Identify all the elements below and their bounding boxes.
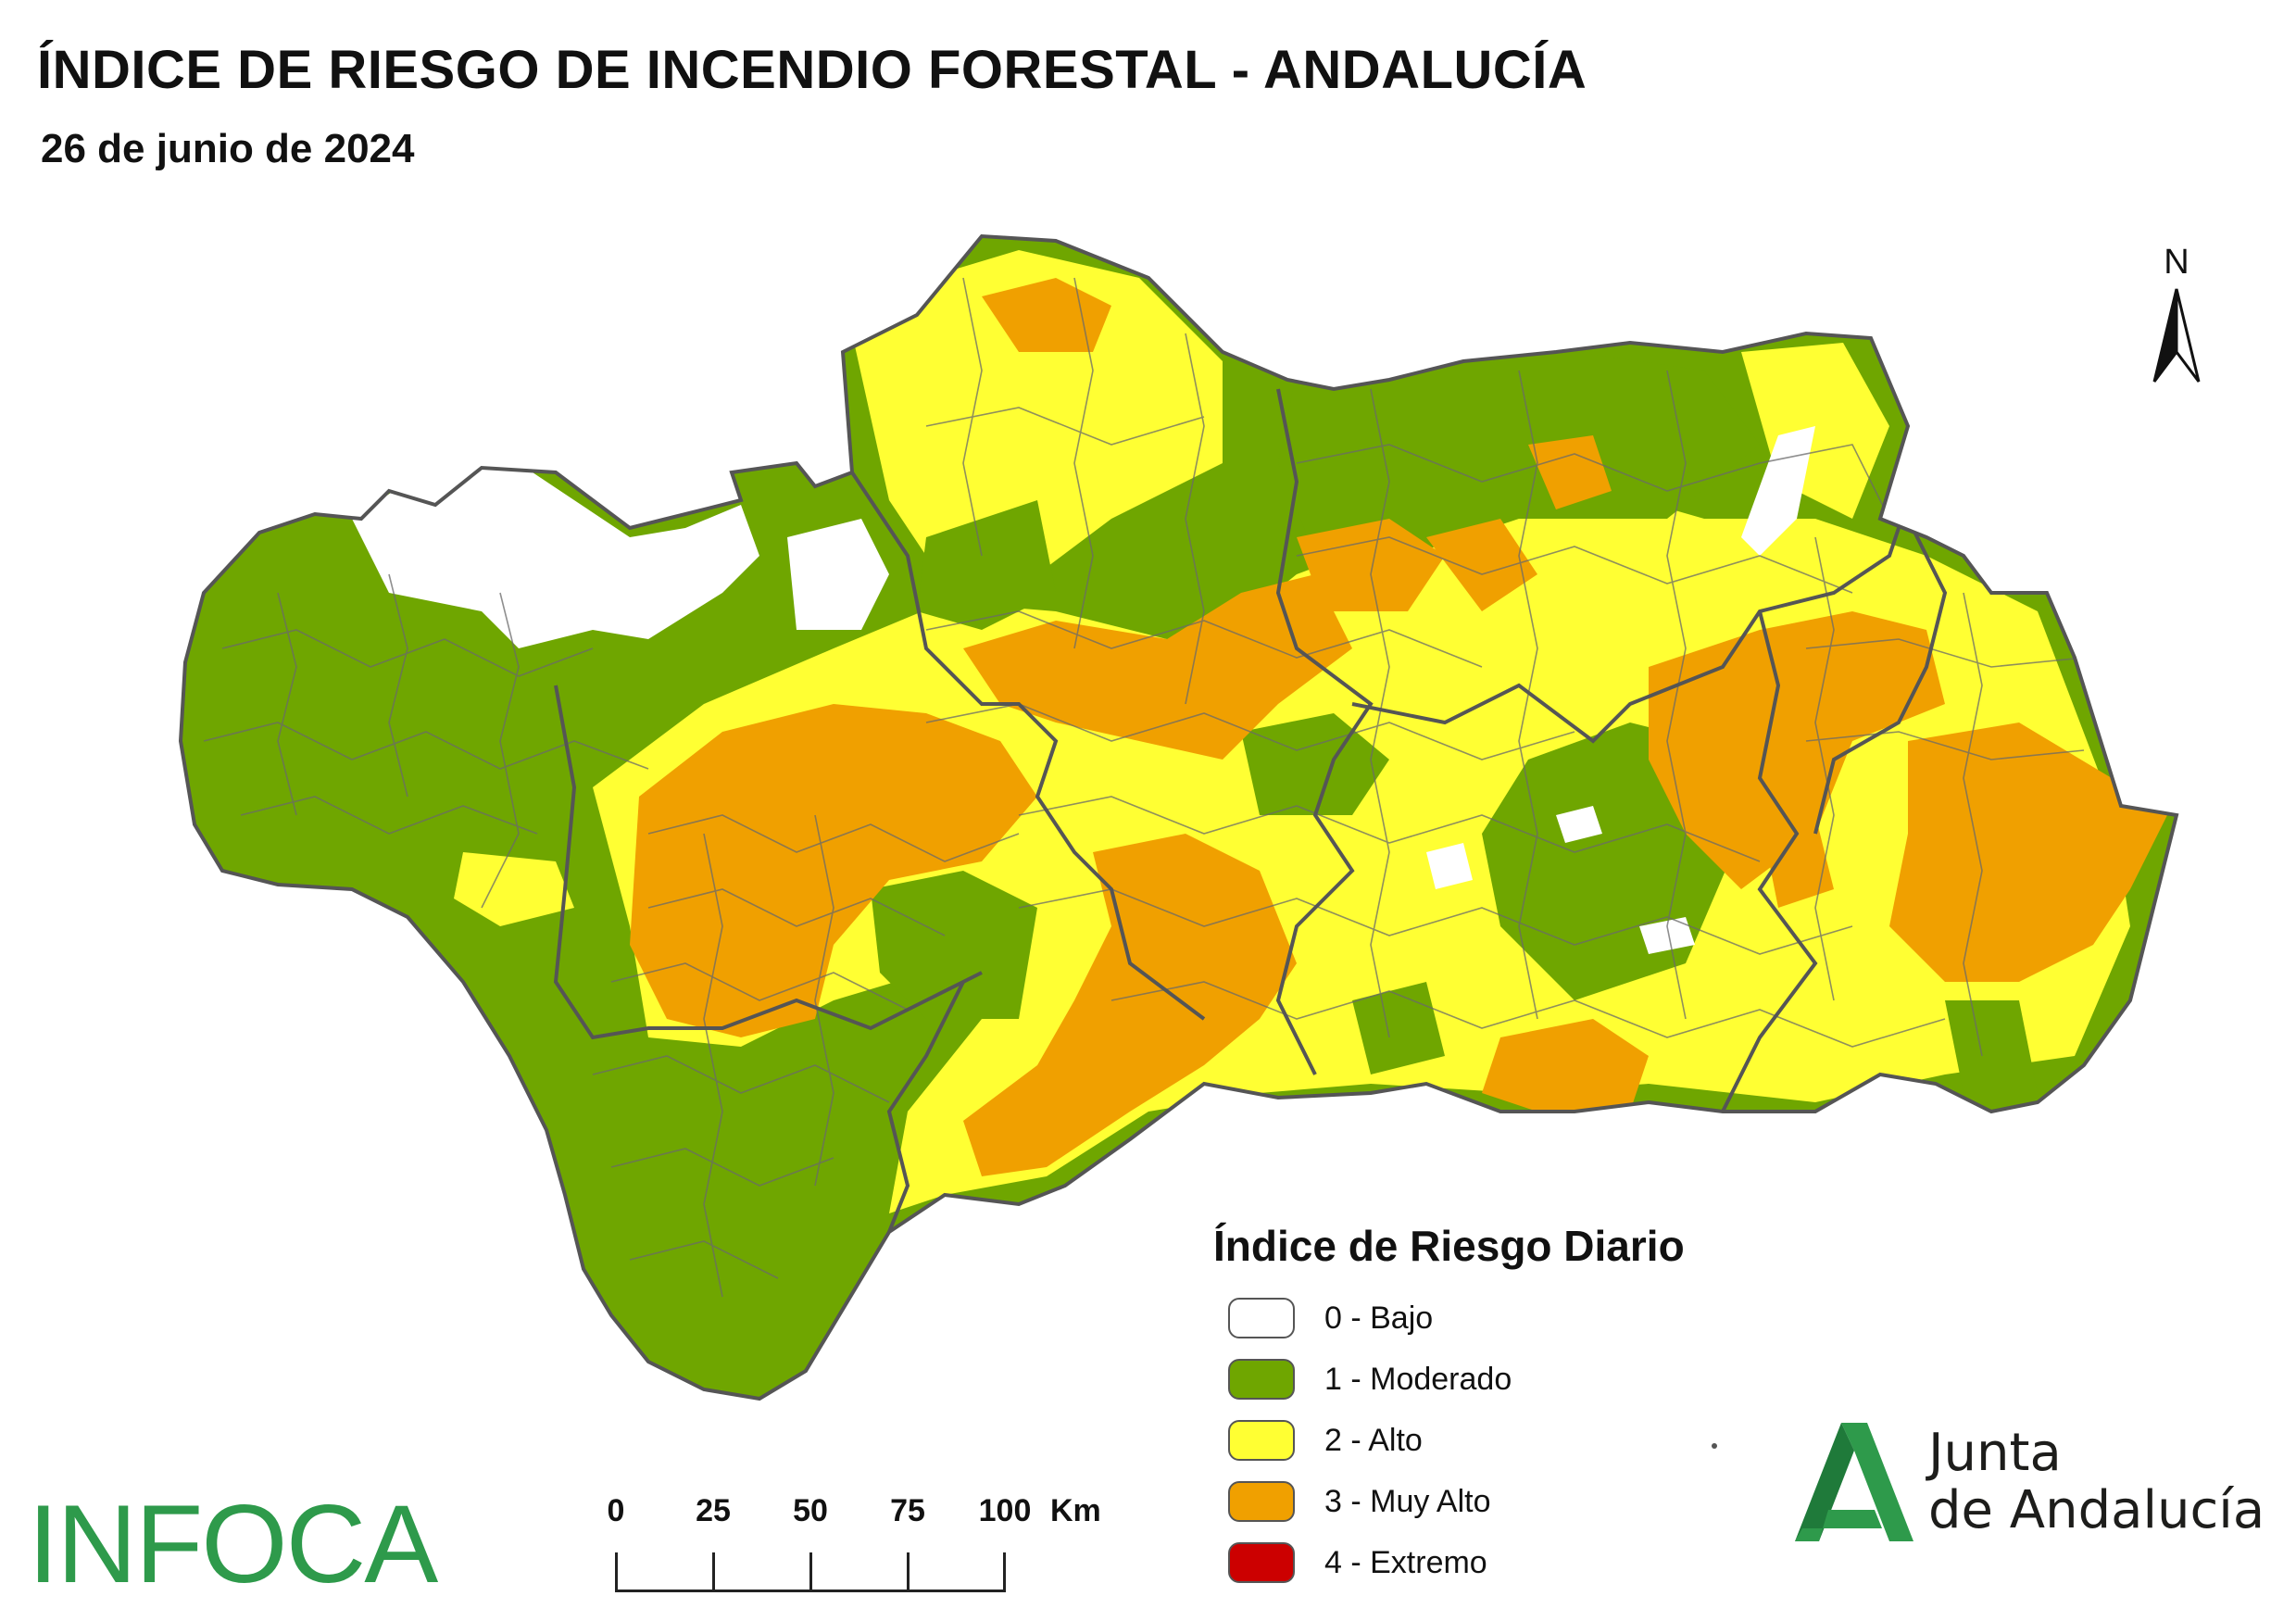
legend-item-muy-alto: 3 - Muy Alto: [1228, 1471, 1880, 1532]
legend-label: 4 - Extremo: [1324, 1544, 1487, 1580]
legend-swatch: [1228, 1481, 1295, 1522]
scale-bar: 0 25 50 75 100 Km: [593, 1493, 1148, 1604]
scale-tick: [1003, 1552, 1006, 1592]
legend-label: 2 - Alto: [1324, 1422, 1423, 1458]
scale-label: 100: [978, 1493, 1032, 1528]
junta-line1: Junta: [1928, 1423, 2062, 1483]
north-label: N: [2164, 243, 2189, 282]
scale-unit: Km: [1050, 1493, 1101, 1528]
scale-label: 75: [890, 1493, 925, 1528]
legend-title: Índice de Riesgo Diario: [1213, 1222, 1685, 1270]
map-date: 26 de junio de 2024: [41, 126, 415, 171]
scale-label: 25: [696, 1493, 731, 1528]
north-arrow-icon: [2152, 288, 2201, 383]
scale-tick: [712, 1552, 715, 1592]
legend-swatch: [1228, 1420, 1295, 1461]
junta-andalucia-logo-icon: [1795, 1423, 1913, 1541]
legend-item-alto: 2 - Alto: [1228, 1410, 1880, 1471]
scale-tick: [907, 1552, 910, 1592]
scale-label: 0: [607, 1493, 625, 1528]
legend-label: 0 - Bajo: [1324, 1300, 1434, 1336]
scale-label: 50: [793, 1493, 828, 1528]
legend-swatch: [1228, 1542, 1295, 1583]
junta-line2: de Andalucía: [1928, 1480, 2265, 1540]
infoca-logo: INFOCA: [28, 1482, 438, 1606]
legend-swatch: [1228, 1298, 1295, 1338]
scale-tick: [615, 1552, 618, 1592]
legend: Índice de Riesgo Diario 0 - Bajo 1 - Mod…: [1213, 1221, 1880, 1593]
legend-label: 3 - Muy Alto: [1324, 1483, 1491, 1519]
junta-andalucia-wordmark: Junta de Andalucía: [1928, 1425, 2265, 1539]
map-title: ÍNDICE DE RIESGO DE INCENDIO FORESTAL - …: [37, 40, 1587, 100]
legend-item-bajo: 0 - Bajo: [1228, 1288, 1880, 1349]
legend-label: 1 - Moderado: [1324, 1361, 1512, 1397]
legend-swatch: [1228, 1359, 1295, 1400]
legend-item-moderado: 1 - Moderado: [1228, 1349, 1880, 1410]
legend-item-extremo: 4 - Extremo: [1228, 1532, 1880, 1593]
scale-tick: [809, 1552, 812, 1592]
